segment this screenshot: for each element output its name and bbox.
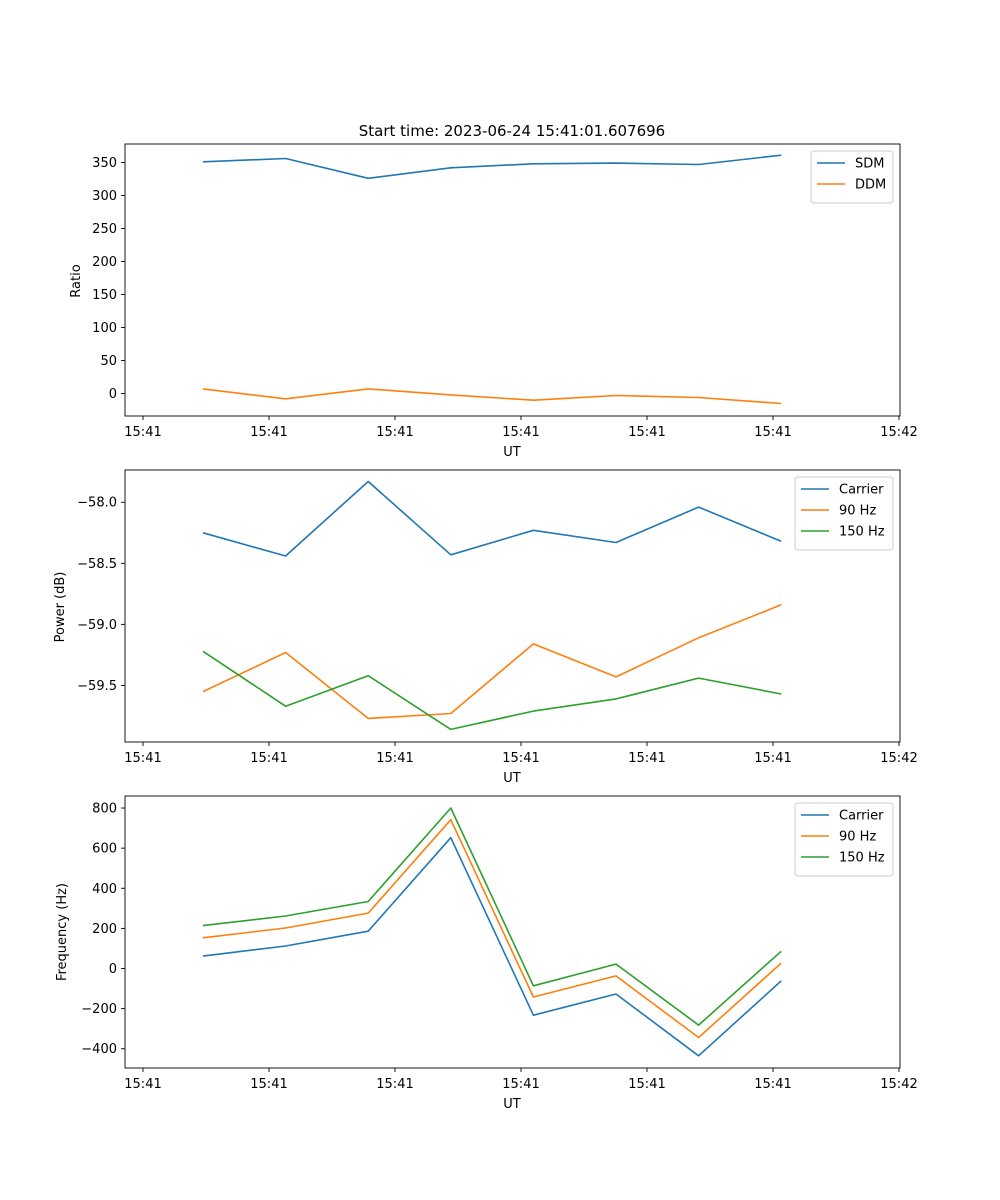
- y-tick-label: 350: [92, 156, 117, 171]
- y-tick-label: 100: [92, 321, 117, 336]
- x-tick-label: 15:41: [124, 425, 161, 440]
- legend-label: Carrier: [839, 483, 884, 498]
- y-axis-label: Frequency (Hz): [55, 883, 70, 981]
- x-tick-label: 15:41: [250, 1077, 287, 1092]
- y-tick-label: −59.0: [77, 618, 117, 633]
- x-tick-label: 15:41: [376, 425, 413, 440]
- series-line-90-hz: [202, 604, 782, 720]
- x-tick-label: 15:41: [628, 425, 665, 440]
- chart-title: Start time: 2023-06-24 15:41:01.607696: [359, 122, 665, 140]
- x-axis-label: UT: [503, 771, 521, 786]
- legend-label: SDM: [855, 157, 884, 172]
- x-axis-label: UT: [503, 445, 521, 460]
- legend: SDM DDM: [810, 150, 894, 204]
- x-axis-label: UT: [503, 1097, 521, 1112]
- x-tick-label: 15:41: [376, 1077, 413, 1092]
- y-tick-label: 150: [92, 288, 117, 303]
- x-tick-label: 15:42: [880, 425, 917, 440]
- legend-label: DDM: [855, 178, 886, 193]
- x-tick-label: 15:41: [124, 1077, 161, 1092]
- y-tick-label: 800: [92, 802, 117, 817]
- x-tick-label: 15:41: [124, 751, 161, 766]
- y-axis-label: Power (dB): [53, 572, 68, 643]
- x-tick-label: 15:41: [754, 425, 791, 440]
- x-tick-label: 15:42: [880, 1077, 917, 1092]
- y-tick-label: 600: [92, 842, 117, 857]
- x-tick-label: 15:41: [250, 751, 287, 766]
- y-tick-label: −59.5: [77, 679, 117, 694]
- y-tick-label: 250: [92, 222, 117, 237]
- y-tick-label: −58.5: [77, 557, 117, 572]
- series-line-150-hz: [202, 650, 782, 731]
- axes-frame: [124, 795, 901, 1069]
- x-tick-label: 15:41: [502, 425, 539, 440]
- x-tick-label: 15:41: [628, 751, 665, 766]
- legend-label: Carrier: [839, 809, 884, 824]
- x-tick-label: 15:41: [754, 751, 791, 766]
- ratio-panel: Start time: 2023-06-24 15:41:01.607696 U…: [69, 122, 918, 460]
- series-line-90-hz: [202, 818, 782, 1039]
- y-tick-label: 400: [92, 882, 117, 897]
- x-tick-label: 15:42: [880, 751, 917, 766]
- y-tick-label: 200: [92, 255, 117, 270]
- x-tick-label: 15:41: [754, 1077, 791, 1092]
- series-line-sdm: [202, 154, 782, 180]
- power-panel: UT Power (dB) 15:41 15:41 15:41 15:41 15:41 1…: [53, 469, 918, 786]
- y-tick-label: 300: [92, 189, 117, 204]
- y-tick-label: 0: [109, 387, 117, 402]
- series-line-carrier: [202, 836, 782, 1057]
- legend-label: 150 Hz: [839, 525, 885, 540]
- legend-label: 150 Hz: [839, 851, 885, 866]
- y-tick-label: −200: [81, 1002, 117, 1017]
- y-tick-label: −58.0: [77, 496, 117, 511]
- x-tick-label: 15:41: [376, 751, 413, 766]
- axes-frame: [124, 469, 901, 743]
- y-tick-label: 200: [92, 922, 117, 937]
- y-tick-label: 0: [109, 962, 117, 977]
- series-line-carrier: [202, 480, 782, 557]
- legend: Carrier 90 Hz 150 Hz: [794, 476, 894, 551]
- legend: Carrier 90 Hz 150 Hz: [794, 802, 894, 877]
- y-tick-label: 50: [100, 354, 117, 369]
- y-axis-label: Ratio: [69, 264, 84, 297]
- x-tick-label: 15:41: [502, 1077, 539, 1092]
- legend-label: 90 Hz: [839, 504, 876, 519]
- legend-label: 90 Hz: [839, 830, 876, 845]
- x-tick-label: 15:41: [502, 751, 539, 766]
- x-tick-label: 15:41: [628, 1077, 665, 1092]
- legend-box: [810, 150, 894, 204]
- x-tick-label: 15:41: [250, 425, 287, 440]
- series-line-ddm: [202, 388, 782, 405]
- series-line-150-hz: [202, 807, 782, 1026]
- axes-frame: [124, 143, 901, 417]
- frequency-panel: UT Frequency (Hz) 15:41 15:41 15:41 15:41 15…: [55, 795, 918, 1112]
- y-tick-label: −400: [81, 1042, 117, 1057]
